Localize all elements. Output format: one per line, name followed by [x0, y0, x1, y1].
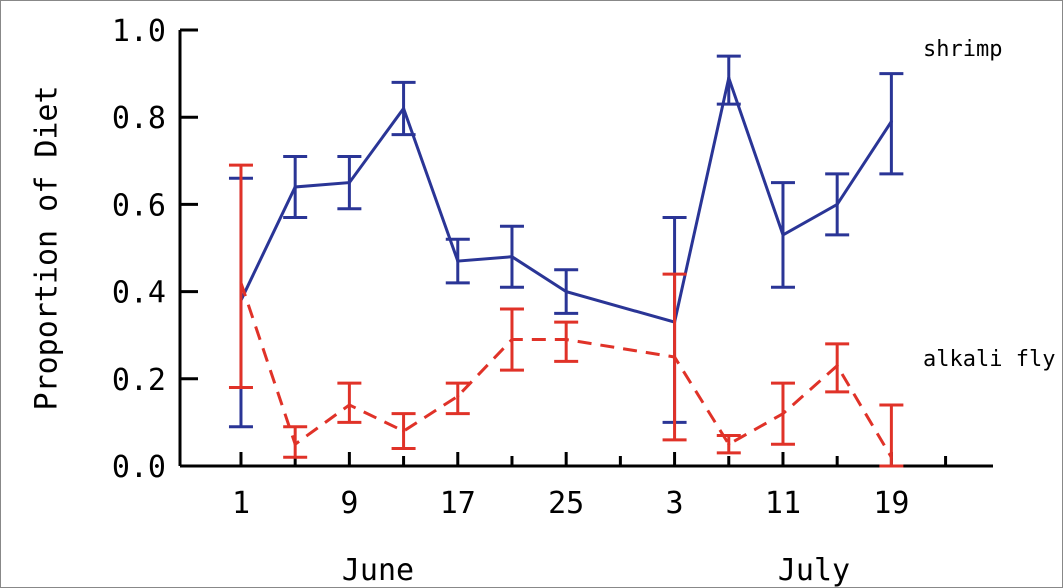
series-line — [239, 72, 893, 324]
data-point — [889, 120, 893, 124]
month-label-july: July — [778, 553, 850, 588]
series-layer — [228, 54, 904, 468]
data-point — [293, 185, 297, 189]
series-alkali-fly — [228, 163, 904, 468]
data-point — [835, 364, 839, 368]
x-tick-label: 9 — [340, 486, 358, 521]
y-tick-label: 0.2 — [112, 363, 166, 398]
data-point — [510, 255, 514, 259]
y-tick-label: 0.0 — [112, 450, 166, 485]
series-label-shrimp: shrimp — [923, 37, 1002, 62]
y-tick-label: 0.6 — [112, 188, 166, 223]
data-point — [347, 403, 351, 407]
axes — [178, 30, 993, 468]
data-point — [835, 202, 839, 206]
data-point — [727, 442, 731, 446]
x-tick-label: 11 — [765, 486, 801, 521]
data-point — [889, 455, 893, 459]
data-point — [239, 281, 243, 285]
y-tick-label: 0.4 — [112, 276, 166, 311]
x-ticks: 1 9 17 25 3 11 19 — [232, 452, 948, 521]
y-ticks: 0.0 0.2 0.4 0.6 0.8 1.0 — [112, 14, 198, 485]
data-point — [564, 338, 568, 342]
x-tick-label: 3 — [666, 486, 684, 521]
data-point — [402, 106, 406, 110]
y-tick-label: 0.8 — [112, 101, 166, 136]
y-tick-label: 1.0 — [112, 14, 166, 49]
month-label-june: June — [342, 553, 414, 588]
x-tick-label: 1 — [232, 486, 250, 521]
data-point — [402, 429, 406, 433]
series-label-alkali-fly: alkali fly — [923, 347, 1055, 372]
data-point — [347, 181, 351, 185]
data-point — [510, 338, 514, 342]
x-tick-label: 17 — [440, 486, 476, 521]
data-point — [727, 76, 731, 80]
data-point — [456, 259, 460, 263]
data-point — [673, 355, 677, 359]
data-point — [564, 290, 568, 294]
series-shrimp — [228, 54, 904, 429]
x-tick-label: 19 — [873, 486, 909, 521]
data-point — [456, 394, 460, 398]
data-point — [293, 442, 297, 446]
y-axis-title: Proportion of Diet — [30, 85, 65, 410]
data-point — [781, 412, 785, 416]
data-point — [781, 233, 785, 237]
series-line — [239, 282, 893, 459]
x-tick-label: 25 — [548, 486, 584, 521]
